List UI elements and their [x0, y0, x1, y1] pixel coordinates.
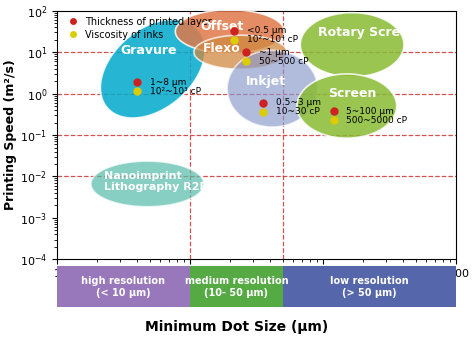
Text: ~1 μm: ~1 μm [259, 48, 289, 57]
Text: Minimum Dot Size (μm): Minimum Dot Size (μm) [146, 320, 328, 334]
Polygon shape [100, 20, 205, 118]
Text: 10~30 cP: 10~30 cP [276, 107, 319, 116]
Text: 500~5000 cP: 500~5000 cP [346, 116, 408, 125]
Polygon shape [194, 35, 287, 69]
Polygon shape [301, 13, 404, 77]
Legend: Thickness of printed layer, Viscosity of inks: Thickness of printed layer, Viscosity of… [62, 16, 213, 40]
Polygon shape [297, 74, 397, 138]
Polygon shape [227, 50, 318, 127]
Text: 5~100 μm: 5~100 μm [346, 106, 394, 115]
Text: 1~8 μm: 1~8 μm [150, 77, 186, 87]
Text: low resolution
(> 50 μm): low resolution (> 50 μm) [330, 276, 409, 297]
Text: medium resolution
(10- 50 μm): medium resolution (10- 50 μm) [184, 276, 288, 297]
Text: high resolution
(< 10 μm): high resolution (< 10 μm) [82, 276, 165, 297]
Text: Flexo: Flexo [203, 42, 241, 55]
Text: 10²~10⁴ cP: 10²~10⁴ cP [246, 35, 298, 44]
Text: 50~500 cP: 50~500 cP [259, 57, 308, 66]
Text: Nanoimprint
Lithography R2R: Nanoimprint Lithography R2R [103, 171, 208, 192]
Text: 0.5~3 μm: 0.5~3 μm [276, 98, 321, 107]
Y-axis label: Printing Speed (m²/s): Printing Speed (m²/s) [4, 60, 17, 211]
Text: Offset: Offset [201, 20, 244, 33]
Text: 10²~10³ cP: 10²~10³ cP [150, 87, 201, 95]
Text: <0.5 μm: <0.5 μm [246, 26, 286, 35]
Polygon shape [91, 161, 204, 207]
Text: Rotary Screen: Rotary Screen [318, 26, 417, 39]
Text: Gravure: Gravure [121, 44, 177, 56]
Text: Inkjet: Inkjet [246, 75, 286, 88]
Text: Screen: Screen [328, 87, 376, 100]
Polygon shape [175, 10, 284, 53]
